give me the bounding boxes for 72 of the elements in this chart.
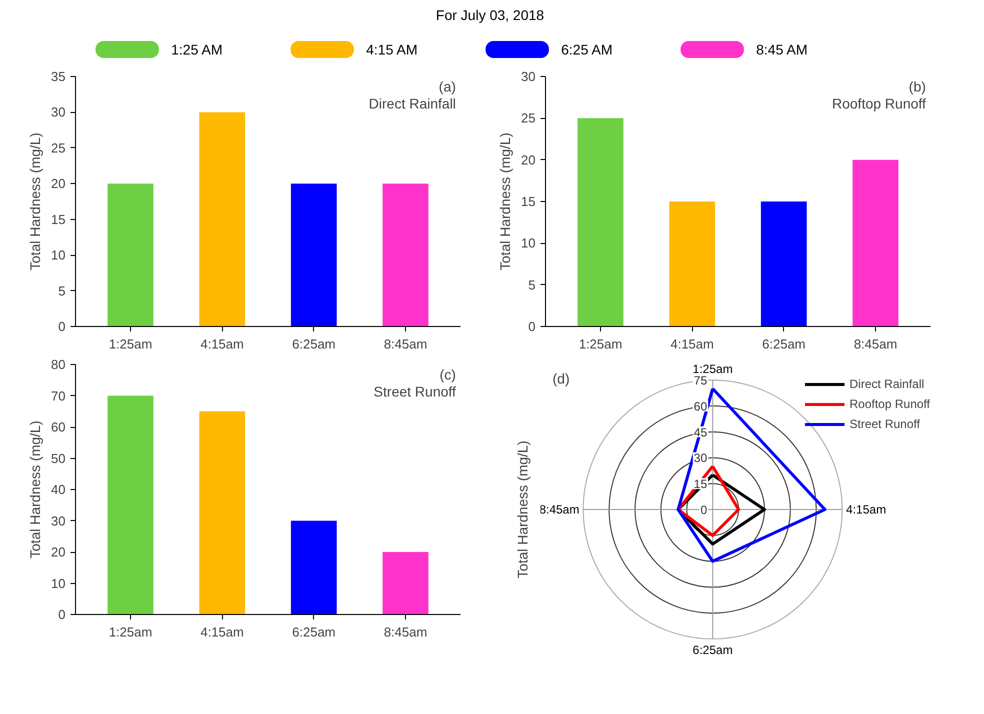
y-tick-label: 15 [51,212,66,227]
y-tick-label: 40 [51,482,66,497]
y-tick-label: 50 [51,450,66,466]
text: Total Hardness (mg/L) [514,440,530,578]
x-tick-label: 6:25am [292,624,336,640]
x-tick-label: 1:25am [578,336,622,352]
y-tick-label: 10 [51,576,66,591]
y-tick-label: 10 [521,236,536,251]
x-tick-label: 4:15am [200,336,244,352]
legend-label: 4:15 AM [366,42,418,58]
y-tick-label: 20 [51,544,66,560]
y-tick-label: 45 [694,425,708,440]
y-tick-label: 0 [700,503,708,517]
x-tick-label: 6:25am [762,336,806,352]
legend-label: Direct Rainfall [849,377,924,391]
y-tick-label: 60 [694,399,708,414]
annotation: (b) [908,78,926,94]
spoke-label: 4:15am [846,502,886,516]
x-tick-label: 4:15am [670,336,714,352]
annotation: (a) [438,78,456,94]
bar [760,202,807,326]
x-tick-label: 1:25am [108,624,152,640]
annotation: (c) [440,366,456,382]
bar [578,118,624,326]
text: (d) [552,370,570,386]
x-tick-label: 4:15am [200,624,244,640]
y-tick-label: 70 [51,388,66,404]
y-tick-label: 30 [521,69,536,84]
y-tick-label: 20 [521,152,536,168]
legend-label: 8:45 AM [756,42,808,58]
annotation: Direct Rainfall [368,96,456,112]
y-tick-label: 15 [521,194,536,209]
legend-label: Street Runoff [849,417,920,431]
y-tick-label: 30 [694,451,708,466]
spoke-label: 6:25am [692,642,733,657]
bar [669,202,716,326]
legend-label: Rooftop Runoff [849,397,930,411]
y-tick-label: 75 [694,374,708,388]
text: For July 03, 2018 [436,6,544,25]
y-axis-title: Total Hardness (mg/L) [27,132,44,270]
spoke-label: 1:25am [692,362,733,376]
x-tick-label: 1:25am [108,336,152,352]
y-tick-label: 20 [51,176,66,192]
x-tick-label: 8:45am [384,624,428,640]
annotation: Rooftop Runoff [832,96,926,112]
bar [852,160,898,326]
y-tick-label: 5 [528,277,536,292]
y-axis-title: Total Hardness (mg/L) [497,132,514,270]
y-tick-label: 80 [51,357,66,372]
legend-label: 1:25 AM [171,42,222,58]
y-tick-label: 30 [51,104,66,120]
bar [290,520,337,614]
bar [382,552,428,614]
x-tick-label: 8:45am [384,336,428,352]
y-tick-label: 30 [51,513,66,528]
y-tick-label: 0 [58,607,66,622]
y-tick-label: 35 [51,69,66,84]
annotation: Street Runoff [374,384,456,400]
y-tick-label: 60 [51,420,66,434]
bar [108,396,154,614]
y-tick-label: 25 [51,140,66,156]
y-tick-label: 5 [58,283,66,298]
x-tick-label: 8:45am [854,336,898,352]
legend-label: 6:25 AM [561,42,612,58]
x-tick-label: 6:25am [292,336,336,352]
y-tick-label: 0 [58,319,66,334]
y-tick-label: 10 [51,248,66,263]
y-tick-label: 25 [521,110,536,126]
bar [199,411,246,614]
y-tick-label: 0 [528,319,536,334]
y-axis-title: Total Hardness (mg/L) [27,420,44,558]
y-tick-label: 15 [694,477,708,492]
